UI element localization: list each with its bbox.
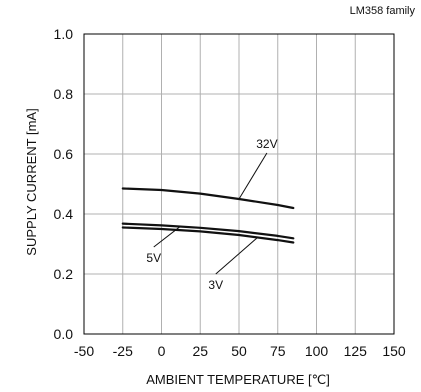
series-curves bbox=[121, 187, 295, 244]
x-axis-title: AMBIENT TEMPERATURE [℃] bbox=[146, 372, 330, 387]
y-tick-label: 0.6 bbox=[54, 146, 74, 162]
series-label-32v: 32V bbox=[256, 137, 277, 151]
x-tick-label: 150 bbox=[382, 343, 406, 359]
x-tick-label: 0 bbox=[158, 343, 166, 359]
x-tick-label: 100 bbox=[305, 343, 329, 359]
annotation-leader bbox=[215, 237, 258, 275]
y-tick-label: 0.4 bbox=[54, 206, 74, 222]
series-line-3v bbox=[121, 226, 295, 244]
x-tick-labels: -50 -25 0 25 50 75 100 125 150 bbox=[74, 343, 406, 359]
x-tick-label: 25 bbox=[192, 343, 208, 359]
series-label-5v: 5V bbox=[146, 251, 161, 265]
y-tick-label: 0.8 bbox=[54, 86, 74, 102]
family-note: LM358 family bbox=[350, 5, 416, 17]
y-tick-label: 1.0 bbox=[54, 26, 74, 42]
y-tick-labels: 0.0 0.2 0.4 0.6 0.8 1.0 bbox=[54, 26, 74, 342]
x-tick-label: -50 bbox=[74, 343, 94, 359]
annotation-leader bbox=[238, 152, 268, 200]
series-label-3v: 3V bbox=[208, 278, 223, 292]
annotation-leader bbox=[153, 226, 181, 248]
grid bbox=[84, 34, 394, 334]
y-tick-label: 0.2 bbox=[54, 266, 74, 282]
annotation-leaders bbox=[153, 152, 268, 275]
series-annotations: 32V 5V 3V bbox=[146, 137, 277, 292]
x-tick-label: 75 bbox=[270, 343, 286, 359]
series-line-5v bbox=[121, 222, 295, 240]
y-axis-title: SUPPLY CURRENT [mA] bbox=[24, 108, 39, 255]
x-tick-label: 50 bbox=[231, 343, 247, 359]
x-tick-label: -25 bbox=[113, 343, 133, 359]
plot-frame bbox=[83, 33, 395, 335]
series-line-32v bbox=[121, 187, 295, 210]
x-tick-label: 125 bbox=[344, 343, 368, 359]
y-tick-label: 0.0 bbox=[54, 326, 74, 342]
